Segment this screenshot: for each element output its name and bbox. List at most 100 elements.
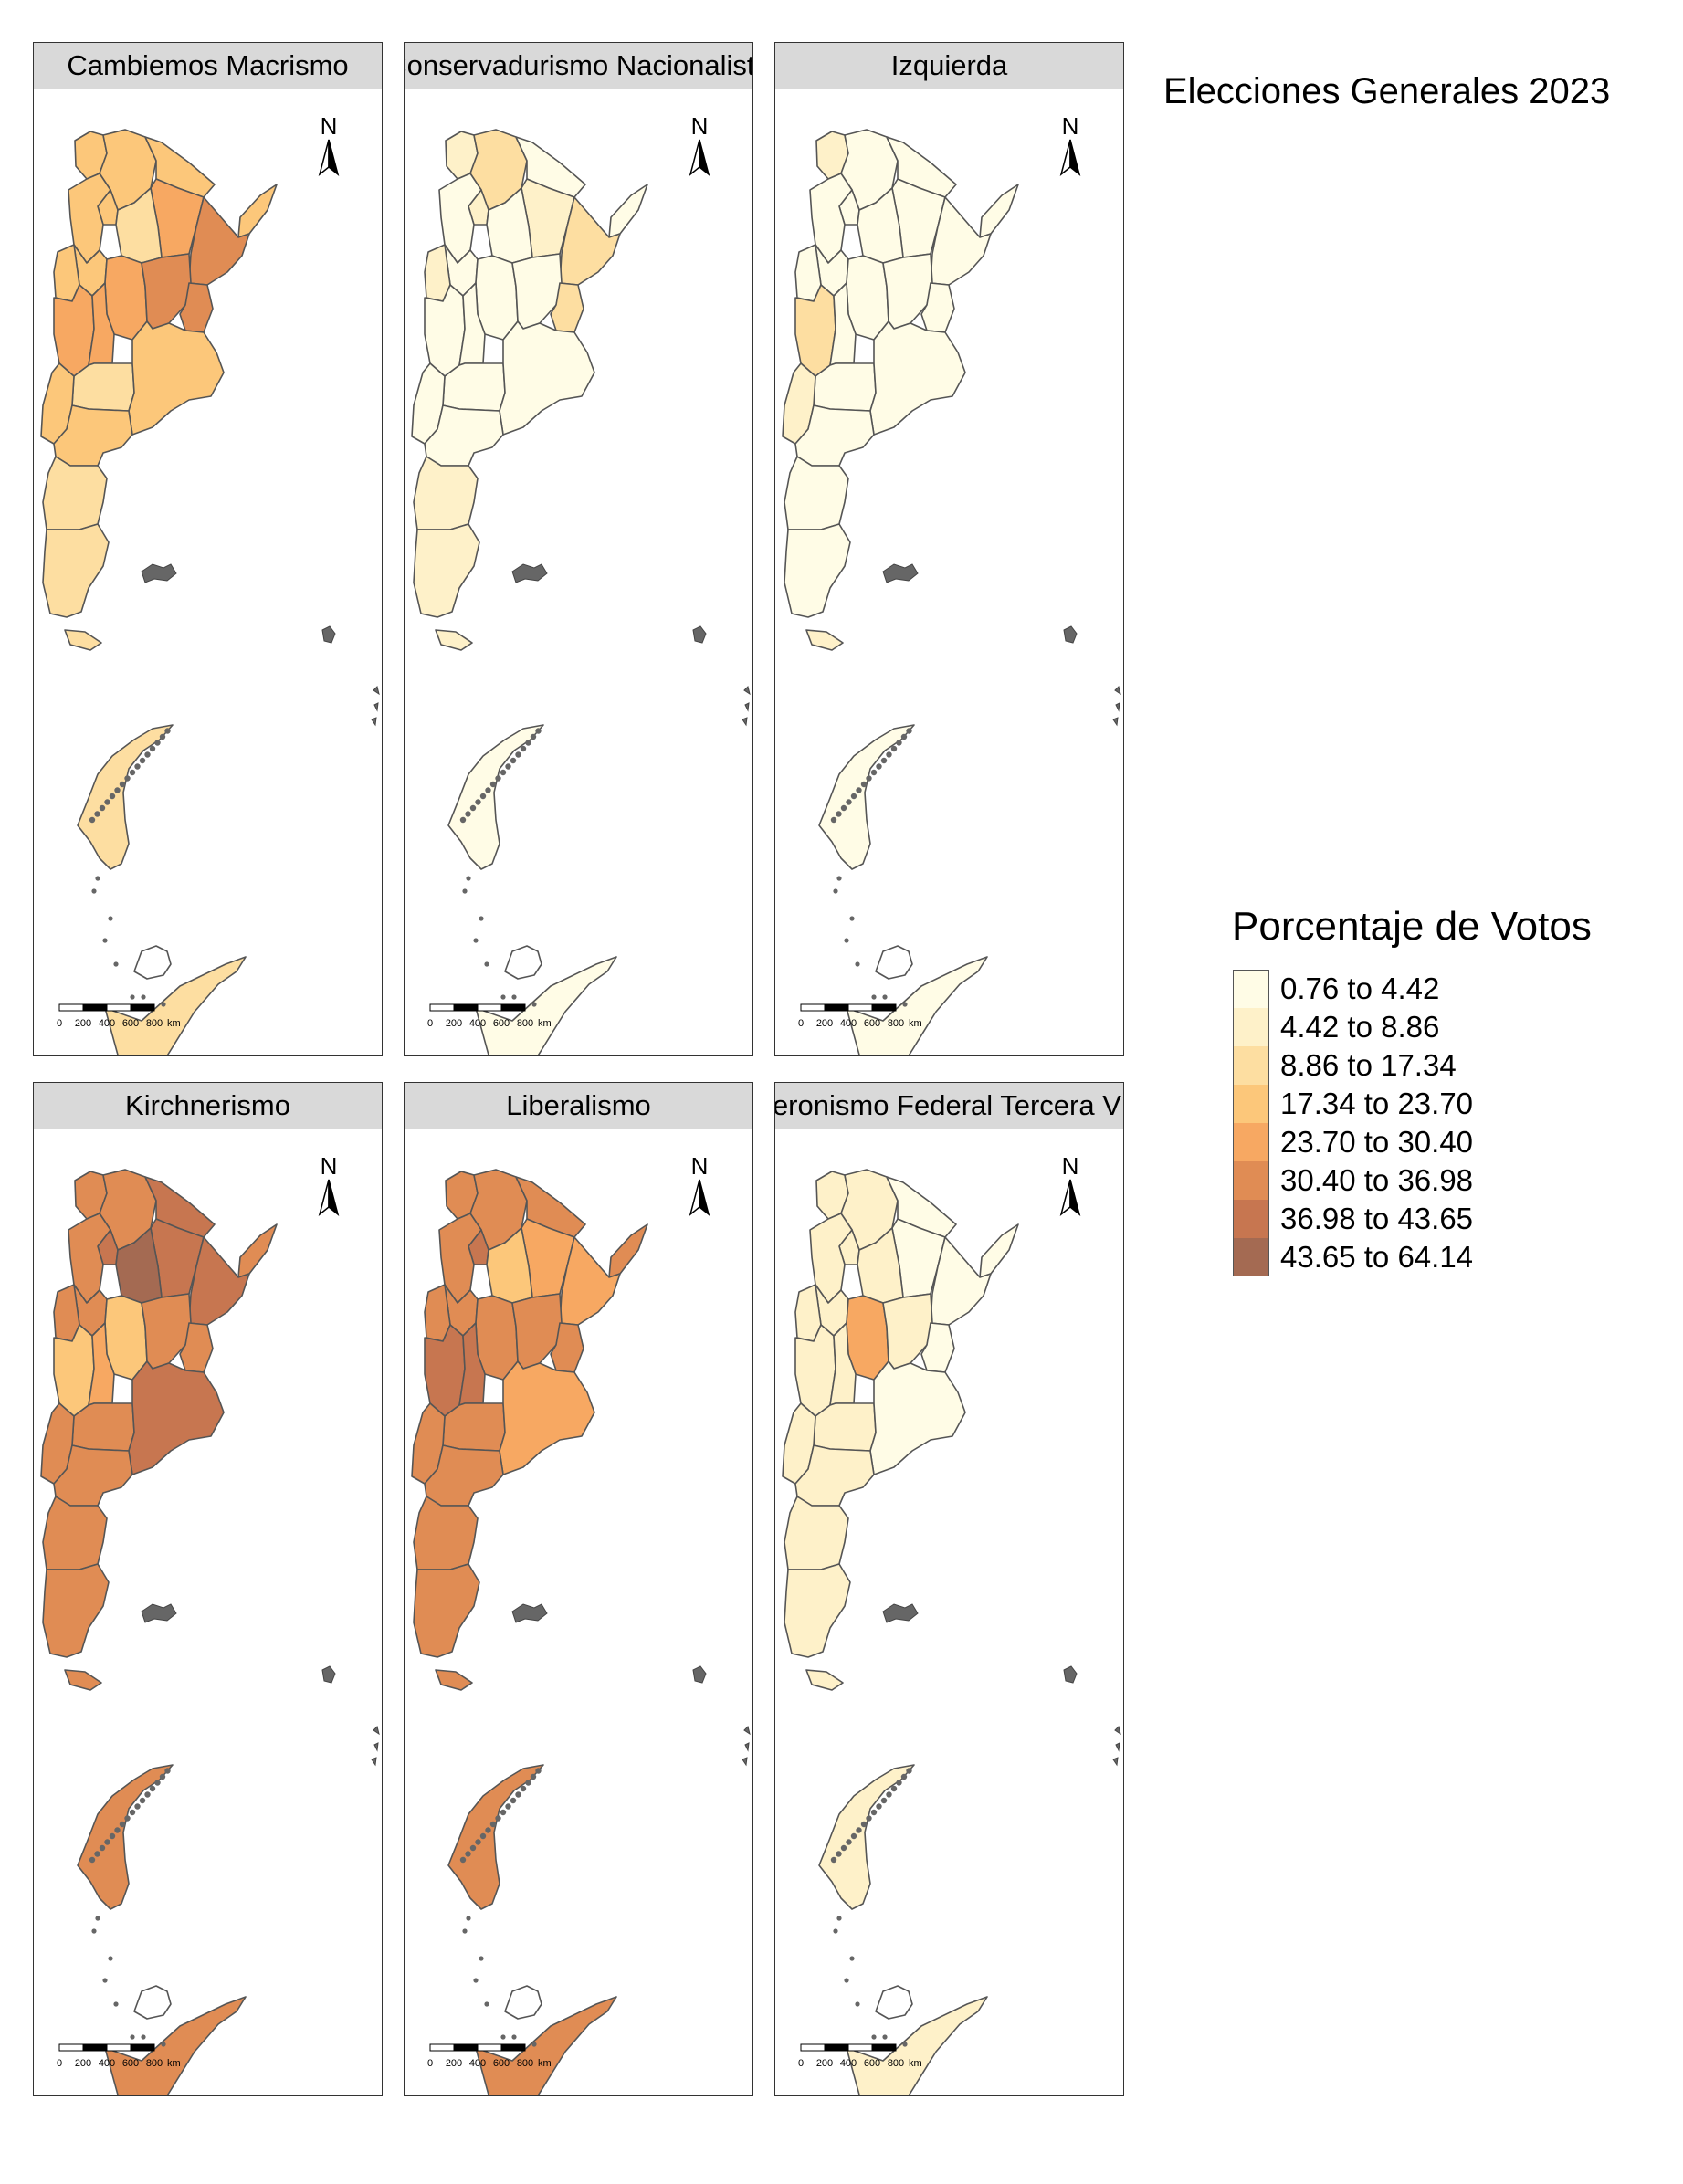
islet xyxy=(144,751,151,758)
scale-segment xyxy=(800,2043,826,2052)
islet xyxy=(530,733,537,740)
scale-bar: 0 200 400 600 800 km xyxy=(427,2043,552,2069)
islet xyxy=(902,2042,908,2047)
islet xyxy=(830,1856,837,1864)
scale-bar: 0 200 400 600 800 km xyxy=(427,1003,552,1029)
islet xyxy=(95,876,100,881)
scale-unit: km xyxy=(538,1018,552,1029)
island xyxy=(742,1757,748,1767)
region-mendoza xyxy=(424,284,466,377)
scale-label: 600 xyxy=(864,1018,880,1029)
legend-swatch xyxy=(1233,1161,1269,1200)
region-buenosaires xyxy=(499,1360,595,1475)
islet xyxy=(886,1791,892,1798)
region-santacruz xyxy=(784,1563,851,1658)
islet xyxy=(91,1928,97,1934)
scale-segment xyxy=(58,2043,84,2052)
island xyxy=(743,1726,751,1736)
islet xyxy=(876,763,882,770)
region-antartida xyxy=(104,1996,247,2095)
region-santafe xyxy=(882,253,933,330)
scale-segment xyxy=(106,1003,131,1012)
choropleth-map xyxy=(411,1169,751,2095)
scale-segment xyxy=(871,1003,897,1012)
panel-header: Izquierda xyxy=(775,43,1123,89)
islet xyxy=(462,888,468,894)
islet xyxy=(114,787,121,793)
islet xyxy=(535,1768,542,1774)
region-lapampa xyxy=(813,362,877,412)
islet xyxy=(94,1851,100,1857)
islet xyxy=(159,733,166,740)
islet xyxy=(159,1773,166,1780)
north-arrow-icon xyxy=(318,139,340,177)
legend-label: 30.40 to 36.98 xyxy=(1280,1163,1474,1197)
islet xyxy=(462,1928,468,1934)
islet xyxy=(129,769,136,776)
panel-header: Kirchnerismo xyxy=(34,1083,382,1129)
island xyxy=(141,563,177,583)
islet xyxy=(531,2042,537,2047)
region-mendoza xyxy=(794,1324,836,1417)
choropleth-map xyxy=(782,129,1121,1055)
legend-label: 17.34 to 23.70 xyxy=(1280,1087,1474,1120)
map-panel: Liberalismo N 0 200 400 600 800 km xyxy=(404,1082,753,2096)
islet xyxy=(520,1785,527,1792)
scale-label: 0 xyxy=(798,2058,804,2069)
islet xyxy=(525,740,531,746)
legend-label: 8.86 to 17.34 xyxy=(1280,1048,1457,1082)
region-corrientes xyxy=(930,196,992,286)
islet xyxy=(479,1956,484,1961)
region-chubut xyxy=(784,456,849,530)
panel-title: Kirchnerismo xyxy=(125,1089,290,1121)
choropleth-map xyxy=(782,1169,1121,2095)
island xyxy=(1112,717,1119,727)
islet xyxy=(466,876,471,881)
scale-label: 600 xyxy=(122,2058,139,2069)
islet xyxy=(515,751,521,758)
north-arrow: N xyxy=(681,112,718,177)
islet xyxy=(149,1785,156,1792)
region-catamarca xyxy=(438,1213,482,1304)
scale-segment xyxy=(429,2043,455,2052)
island xyxy=(882,563,919,583)
islet xyxy=(109,1832,116,1840)
scale-label: 0 xyxy=(798,1018,804,1029)
islet xyxy=(134,763,141,770)
islet xyxy=(500,1809,507,1816)
scale-label: 200 xyxy=(75,1018,91,1029)
scale-label: 400 xyxy=(99,2058,115,2069)
scale-label: 0 xyxy=(57,2058,62,2069)
islet xyxy=(856,1827,862,1833)
scale-label: 0 xyxy=(427,1018,433,1029)
panel-title: Cambiemos Macrismo xyxy=(67,49,349,81)
island xyxy=(511,563,548,583)
region-antartida xyxy=(77,1764,174,1910)
scale-bar: 0 200 400 600 800 km xyxy=(57,2043,181,2069)
region-mendoza xyxy=(794,284,836,377)
islet xyxy=(99,1844,106,1852)
islet xyxy=(896,1780,902,1786)
island xyxy=(1114,686,1121,696)
region-catamarca xyxy=(68,1213,111,1304)
islet xyxy=(475,799,481,805)
islet xyxy=(880,757,888,764)
region-corrientes xyxy=(930,1236,992,1326)
region-corrientes xyxy=(559,1236,621,1326)
islet xyxy=(520,745,527,752)
islet xyxy=(99,804,106,812)
islet xyxy=(465,1851,471,1857)
islet xyxy=(855,961,860,967)
island xyxy=(882,1603,919,1623)
islet xyxy=(882,2034,888,2040)
island xyxy=(1115,702,1120,712)
scale-segment xyxy=(429,1003,455,1012)
islet xyxy=(886,751,892,758)
island xyxy=(371,717,377,727)
islet xyxy=(902,1002,908,1007)
legend-entry: 0.76 to 4.42 xyxy=(1233,970,1592,1008)
islet xyxy=(479,793,487,800)
islet xyxy=(900,733,908,740)
region-antartida xyxy=(818,724,915,870)
region-lapampa xyxy=(442,1402,506,1452)
